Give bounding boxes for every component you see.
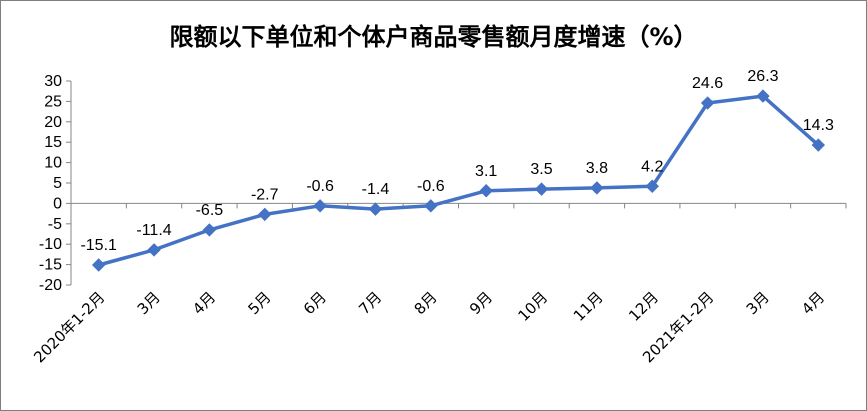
y-axis-ticks: 30 25 20 15 10 5 0 -5 -10 -15 -20	[39, 73, 71, 294]
data-label: 14.3	[803, 117, 834, 134]
x-tick-label: 2020年1-2月	[30, 288, 108, 366]
data-point-marker	[368, 202, 383, 216]
data-label: -6.5	[196, 202, 224, 219]
y-tick-label: -15	[39, 257, 62, 274]
data-label: -1.4	[362, 181, 390, 198]
x-tick-label: 11月	[570, 288, 607, 325]
y-tick-label: -10	[39, 236, 62, 253]
data-label: 3.1	[475, 163, 497, 180]
x-tick-label: 5月	[244, 288, 274, 318]
data-label: -11.4	[136, 222, 171, 239]
x-tick-label: 8月	[411, 288, 441, 318]
data-label: 26.3	[747, 68, 778, 85]
data-label: 3.5	[530, 161, 552, 178]
data-point-marker	[424, 199, 438, 213]
data-label: -0.6	[417, 178, 445, 195]
series-line	[96, 94, 821, 267]
data-label: -0.6	[306, 178, 334, 195]
x-tick-label: 6月	[300, 288, 330, 318]
data-point-marker	[258, 207, 272, 222]
data-point-marker	[590, 181, 604, 195]
series-group	[91, 89, 826, 272]
data-label: 24.6	[692, 75, 723, 92]
y-tick-label: 30	[44, 73, 62, 90]
data-point-marker	[645, 179, 659, 193]
data-labels: -15.1 -11.4 -6.5 -2.7 -0.6 -1.4 -0.6 3.1 3.5 3.8 4…	[80, 68, 834, 254]
y-tick-label: 25	[44, 93, 62, 110]
x-tick-label: 3月	[743, 288, 773, 318]
data-label: 3.8	[586, 160, 608, 177]
x-tick-label: 10月	[515, 288, 552, 325]
y-tick-label: -5	[48, 216, 62, 233]
data-point-marker	[756, 89, 770, 103]
y-tick-label: 5	[53, 175, 62, 192]
chart-title: 限额以下单位和个体户商品零售额月度增速（%）	[169, 23, 698, 51]
x-tick-label: 9月	[466, 288, 496, 318]
data-point-marker	[91, 258, 106, 272]
x-tick-label: 4月	[189, 288, 219, 318]
y-tick-label: -20	[39, 277, 62, 294]
x-tick-label: 3月	[134, 288, 164, 318]
data-point-marker	[147, 243, 161, 257]
data-point-marker	[811, 138, 826, 152]
y-tick-label: 20	[44, 114, 62, 131]
data-label: 4.2	[641, 158, 663, 175]
data-point-marker	[479, 184, 493, 198]
data-label: -15.1	[80, 237, 117, 254]
data-point-marker	[202, 223, 217, 237]
x-tick-label: 7月	[355, 288, 385, 318]
y-tick-label: 0	[53, 195, 62, 212]
y-tick-label: 10	[44, 155, 62, 172]
x-tick-label: 4月	[798, 288, 828, 318]
data-point-marker	[313, 199, 327, 213]
y-tick-label: 15	[44, 134, 62, 151]
x-tick-label: 12月	[625, 288, 662, 325]
data-label: -2.7	[251, 186, 279, 203]
axes	[70, 81, 846, 285]
data-point-marker	[700, 96, 715, 110]
data-point-marker	[534, 182, 549, 196]
